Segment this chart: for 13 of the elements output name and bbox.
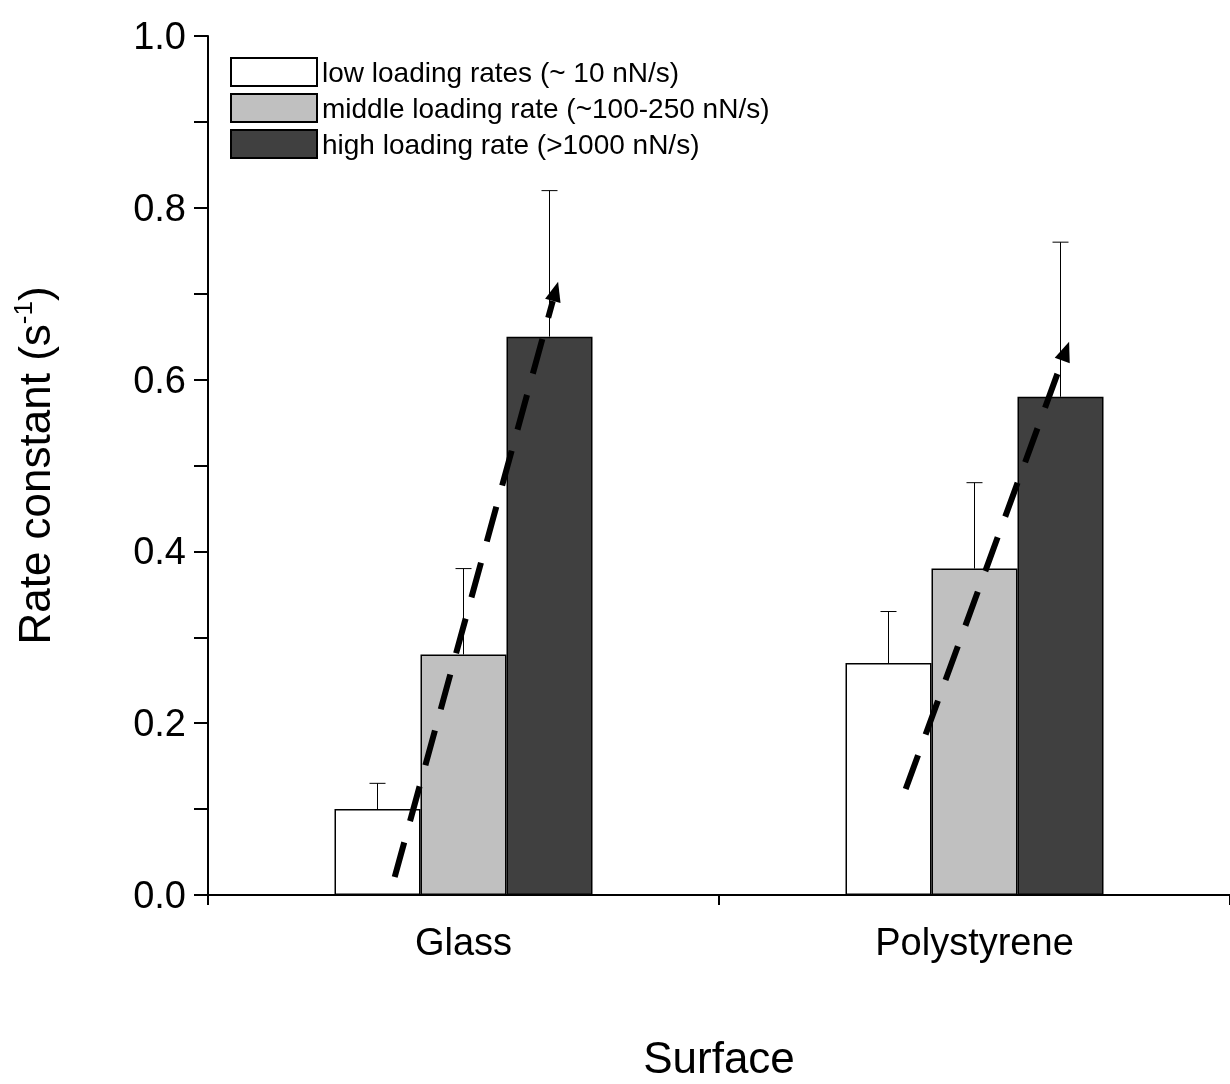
x-tick-label: Glass [414, 921, 513, 963]
y-tick-label: 0.2 [133, 702, 186, 745]
x-tick-label: Polystyrene [875, 921, 1074, 963]
legend-label: middle loading rate (~100-250 nN/s) [322, 92, 770, 124]
y-tick-label: 0.4 [133, 530, 186, 573]
legend-label: high loading rate (>1000 nN/s) [322, 128, 700, 160]
y-tick-label: 0.0 [133, 874, 186, 916]
y-tick-label: 1.0 [133, 15, 186, 57]
y-tick-label: 0.6 [133, 358, 186, 401]
legend-label: low loading rates (~ 10 nN/s) [322, 56, 680, 88]
x-axis-title: Surface [643, 1032, 795, 1082]
y-axis-title: Rate constant (s-1) [8, 286, 59, 645]
y-tick-label: 0.8 [133, 186, 186, 229]
